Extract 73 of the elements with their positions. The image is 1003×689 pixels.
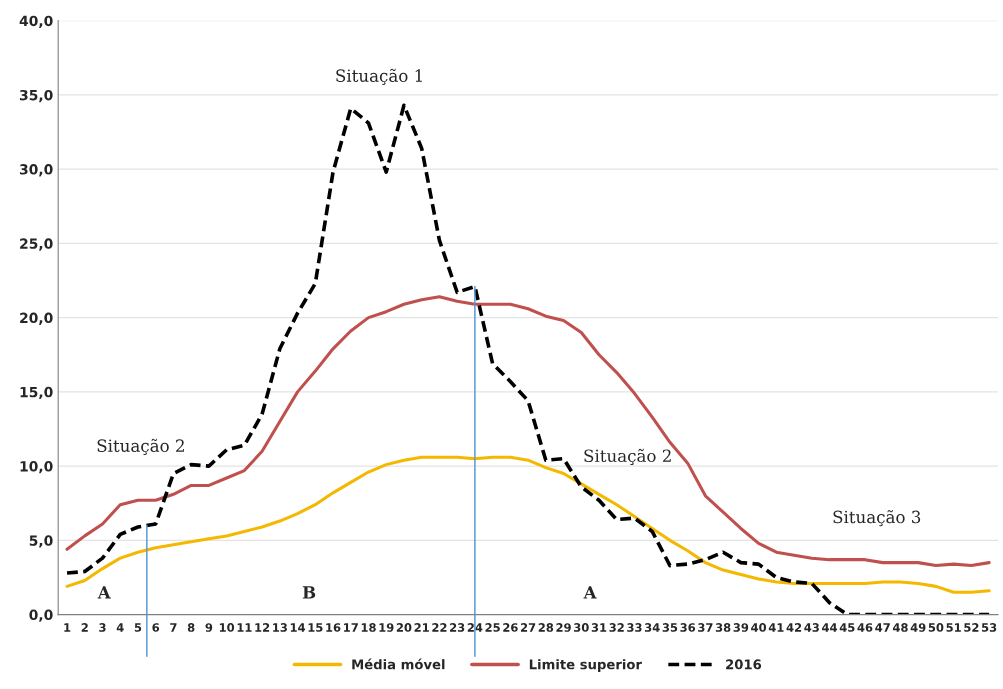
x-tick-label: 7 <box>170 623 177 632</box>
annotation: A <box>583 586 597 599</box>
x-tick-label: 35 <box>662 623 678 632</box>
annotation: A <box>97 586 111 599</box>
x-tick-label: 12 <box>255 623 270 632</box>
x-tick-label: 47 <box>875 623 890 632</box>
x-tick-label: 53 <box>981 623 997 632</box>
x-tick-label: 34 <box>644 623 660 632</box>
x-tick-label: 13 <box>273 623 287 632</box>
y-tick-label: 25,0 <box>20 238 53 251</box>
x-tick-label: 41 <box>768 623 784 632</box>
x-tick-label: 10 <box>219 623 235 632</box>
legend-label: 2016 <box>726 659 762 670</box>
y-tick-label: 15,0 <box>20 386 53 400</box>
x-tick-label: 14 <box>290 623 306 632</box>
x-tick-label: 27 <box>520 623 536 632</box>
y-tick-label: 20,0 <box>20 312 53 325</box>
annotation: Situação 2 <box>584 448 671 466</box>
y-tick-label: 5,0 <box>29 535 53 548</box>
line-series <box>65 103 991 615</box>
x-tick-label: 32 <box>609 623 624 632</box>
x-tick-label: 44 <box>822 623 838 632</box>
x-tick-label: 9 <box>205 623 213 632</box>
x-tick-label: 50 <box>928 623 944 632</box>
x-tick-label: 28 <box>538 623 554 632</box>
x-tick-label: 19 <box>379 623 394 632</box>
x-tick-label: 29 <box>556 623 571 632</box>
x-tick-label: 6 <box>152 623 160 632</box>
x-tick-label: 36 <box>680 623 696 632</box>
x-tick-label: 17 <box>344 623 358 632</box>
x-tick-label: 16 <box>326 623 341 632</box>
x-tick-label: 21 <box>414 623 429 632</box>
x-tick-label: 52 <box>964 623 979 632</box>
x-tick-label: 31 <box>591 623 607 632</box>
x-tick-label: 3 <box>99 623 106 632</box>
x-tick-label: 8 <box>187 623 195 632</box>
line-series <box>65 295 991 568</box>
x-tick-label: 48 <box>892 623 908 632</box>
annotation: Situação 1 <box>336 68 422 85</box>
x-tick-label: 49 <box>910 623 926 632</box>
x-tick-label: 45 <box>839 623 855 632</box>
x-tick-label: 26 <box>503 623 518 632</box>
x-tick-label: 1 <box>64 623 71 632</box>
legend-label: Média móvel <box>352 658 445 670</box>
x-tick-label: 46 <box>857 623 873 632</box>
x-tick-label: 4 <box>116 623 124 632</box>
x-tick-label: 51 <box>946 623 961 632</box>
x-tick-label: 33 <box>627 623 642 632</box>
annotation: Situação 2 <box>97 438 184 455</box>
x-tick-label: 39 <box>733 623 749 632</box>
x-tick-label: 25 <box>485 623 500 632</box>
x-tick-label: 18 <box>361 623 376 632</box>
x-tick-label: 20 <box>396 623 412 632</box>
x-tick-label: 22 <box>432 623 447 632</box>
x-tick-label: 23 <box>450 623 465 632</box>
x-tick-label: 37 <box>698 623 713 632</box>
y-tick-label: 0,0 <box>29 609 53 622</box>
y-tick-label: 35,0 <box>19 89 53 103</box>
x-tick-label: 38 <box>715 623 731 632</box>
y-tick-label: 10,0 <box>20 461 53 474</box>
annotation: Situação 3 <box>833 510 921 527</box>
x-tick-label: 11 <box>237 623 252 632</box>
x-tick-label: 43 <box>804 623 819 632</box>
x-tick-label: 42 <box>786 623 802 632</box>
y-tick-label: 30,0 <box>19 164 53 177</box>
legend-label: Limite superior <box>529 659 642 672</box>
x-tick-label: 2 <box>81 623 88 632</box>
x-tick-label: 30 <box>574 623 589 632</box>
x-tick-label: 15 <box>308 623 323 632</box>
y-tick-label: 40,0 <box>19 15 53 28</box>
annotation: B <box>302 586 316 599</box>
x-tick-label: 5 <box>134 623 142 632</box>
x-tick-label: 40 <box>751 623 767 632</box>
